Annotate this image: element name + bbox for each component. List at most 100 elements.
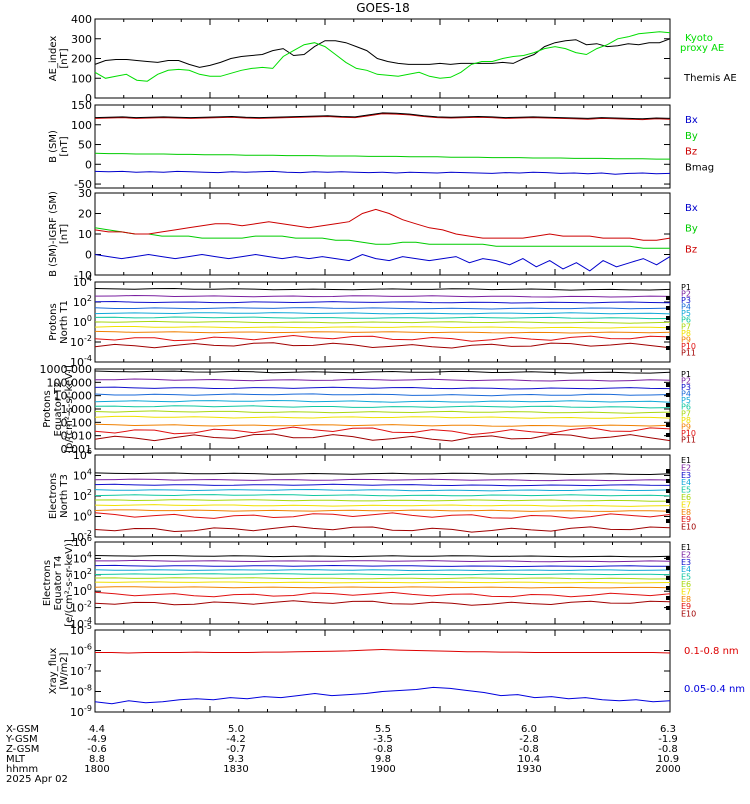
y-axis-label: [e/(cm²-s-sr-keV)] [64, 539, 75, 627]
y-tick-label: 30 [78, 187, 92, 200]
y-tick-label: 100 [71, 119, 92, 132]
y-tick-label: 102 [73, 567, 92, 582]
edge-marker [666, 433, 670, 437]
legend-label: E3 [681, 558, 691, 567]
y-axis-label: Xray_flux [48, 648, 59, 695]
series-line [94, 370, 671, 374]
panel-frame [94, 18, 671, 99]
y-axis-label: [p/(cm²-s-sr-keV)] [64, 365, 75, 453]
x-tick-label: -1.9 [658, 734, 678, 745]
legend-label: P5 [681, 309, 691, 318]
x-tick-label: 10.9 [657, 754, 679, 765]
y-tick-label: 0 [85, 249, 92, 262]
legend-label: E6 [681, 580, 691, 589]
edge-marker [666, 383, 670, 387]
series-line [95, 559, 671, 563]
y-axis-label: Electrons [48, 473, 59, 519]
edge-marker [666, 403, 670, 407]
legend-label: 0.05-0.4 nm [684, 684, 745, 695]
legend-label: P3 [681, 296, 691, 305]
series-line [94, 334, 671, 342]
legend-label: E10 [681, 523, 696, 532]
y-tick-label: 100 [71, 72, 92, 85]
y-tick-label: 0 [85, 92, 92, 105]
x-tick-label: -0.8 [658, 744, 678, 755]
edge-marker [666, 519, 670, 523]
x-tick-label: -3.5 [373, 734, 393, 745]
legend-label: Bz [685, 147, 697, 158]
x-tick-label: 2000 [655, 764, 680, 775]
series-line [94, 494, 671, 497]
series-line [94, 555, 671, 558]
series-line [94, 312, 671, 315]
series-line [94, 525, 671, 533]
y-tick-label: 1.000 [61, 403, 93, 416]
y-tick-label: 104 [73, 468, 92, 483]
legend-label: E8 [681, 508, 691, 517]
y-axis-label: North T3 [59, 474, 70, 518]
legend-label: E3 [681, 471, 691, 480]
legend-label: P7 [681, 322, 691, 331]
x-row-label: Y-GSM [5, 734, 38, 745]
series-line [94, 488, 671, 492]
series-line [94, 31, 671, 82]
legend-label: E9 [681, 602, 691, 611]
series-line [94, 586, 671, 589]
edge-marker [666, 509, 670, 513]
legend-label: P1 [681, 283, 691, 292]
series-line [94, 472, 671, 476]
edge-marker [666, 413, 670, 417]
series-line [94, 208, 671, 241]
series-line [94, 478, 671, 482]
y-tick-label: 100.000 [47, 376, 93, 389]
legend-label: P4 [681, 390, 691, 399]
series-line [94, 415, 671, 419]
x-tick-label: -0.8 [519, 744, 539, 755]
y-tick-label: 400 [71, 13, 92, 26]
x-tick-label: -0.7 [226, 744, 246, 755]
legend-label: E1 [681, 543, 691, 552]
x-tick-label: -4.2 [226, 734, 246, 745]
legend-label: proxy AE [680, 43, 724, 54]
series-line [94, 170, 671, 175]
y-tick-label: 0.100 [61, 416, 93, 429]
series-line [94, 393, 671, 397]
series-line [94, 112, 671, 120]
y-axis-label: [nT] [59, 224, 70, 244]
series-line [94, 433, 671, 442]
edge-marker [666, 306, 670, 310]
series-line [94, 330, 671, 334]
y-tick-label: 102 [73, 294, 92, 309]
legend-label: P2 [681, 290, 691, 299]
y-tick-label: 10-7 [70, 663, 92, 678]
x-tick-label: 1900 [370, 764, 395, 775]
series-line [94, 573, 671, 576]
x-tick-label: 4.4 [89, 724, 105, 735]
x-tick-label: 1800 [84, 764, 109, 775]
y-tick-label: 10-5 [70, 622, 92, 637]
legend-label: Bx [685, 115, 698, 126]
legend-label: E8 [681, 595, 691, 604]
legend-label: Bx [685, 203, 698, 214]
y-axis-label: Electrons [42, 560, 53, 606]
series-line [94, 581, 671, 584]
edge-marker [666, 586, 670, 590]
y-axis-label: North T1 [59, 300, 70, 344]
y-tick-label: 0.010 [61, 430, 93, 443]
legend-label: P5 [681, 396, 691, 405]
panel-pet2: 0.0010.0100.1001.00010.000100.0001000.00… [40, 363, 697, 456]
edge-marker [666, 556, 670, 560]
legend-label: E1 [681, 456, 691, 465]
legend-label: P9 [681, 422, 691, 431]
legend-label: E5 [681, 486, 691, 495]
edge-marker [666, 346, 670, 350]
legend-label: Kyoto [685, 33, 713, 44]
series-line [94, 253, 671, 272]
series-line [94, 426, 671, 436]
legend-label: P11 [681, 348, 696, 357]
legend-label: Bz [685, 244, 697, 255]
x-row-label: MLT [6, 754, 26, 765]
y-tick-label: 0 [85, 158, 92, 171]
